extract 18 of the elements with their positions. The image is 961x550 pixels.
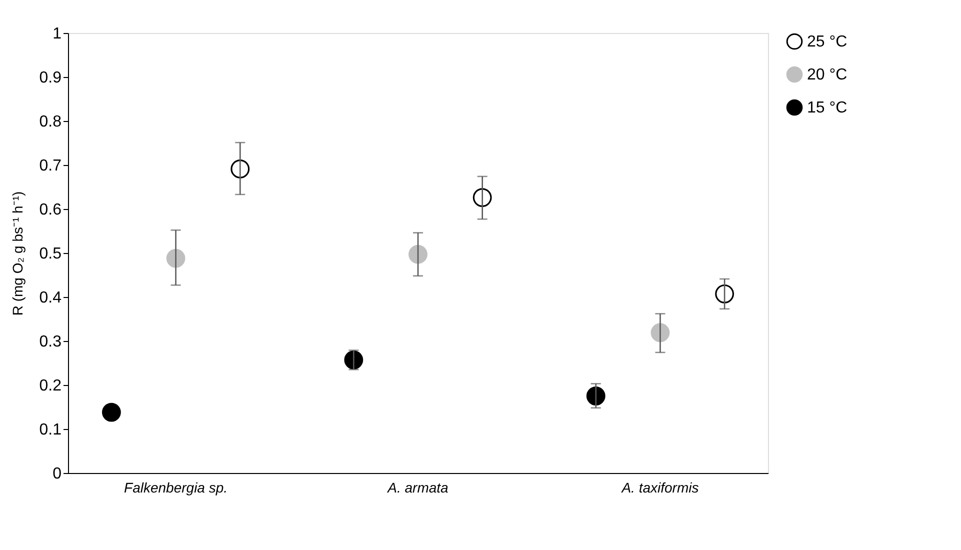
y-tick-label: 0.3 bbox=[39, 334, 62, 350]
y-axis-title: R (mg O₂ g bs⁻¹ h⁻¹) bbox=[9, 191, 26, 316]
x-tick-label: A. taxiformis bbox=[620, 480, 699, 496]
y-tick-label: 0.9 bbox=[39, 70, 62, 86]
y-tick-label: 0.1 bbox=[39, 422, 62, 438]
y-tick-label: 0.4 bbox=[39, 290, 62, 306]
legend-label: 25 °C bbox=[807, 34, 848, 50]
y-tick-label: 0.8 bbox=[39, 114, 62, 130]
x-tick-label: Falkenbergia sp. bbox=[124, 480, 228, 496]
y-tick-label: 0.7 bbox=[39, 158, 62, 174]
y-tick-label: 0.2 bbox=[39, 378, 62, 394]
x-tick-label: A. armata bbox=[386, 480, 449, 496]
legend-label: 20 °C bbox=[807, 66, 848, 84]
y-tick-label: 0 bbox=[52, 466, 62, 482]
y-tick-label: 0.5 bbox=[39, 246, 62, 262]
y-tick-label: 0.6 bbox=[39, 202, 62, 218]
legend-label: 15 °C bbox=[807, 100, 848, 116]
y-tick-label: 1 bbox=[52, 26, 62, 42]
